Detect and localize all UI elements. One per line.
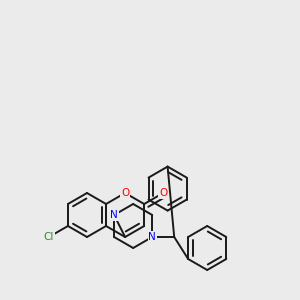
Text: N: N [110,210,118,220]
Text: O: O [159,188,167,198]
Text: O: O [121,188,129,198]
Text: Cl: Cl [44,232,54,242]
Text: N: N [148,232,156,242]
